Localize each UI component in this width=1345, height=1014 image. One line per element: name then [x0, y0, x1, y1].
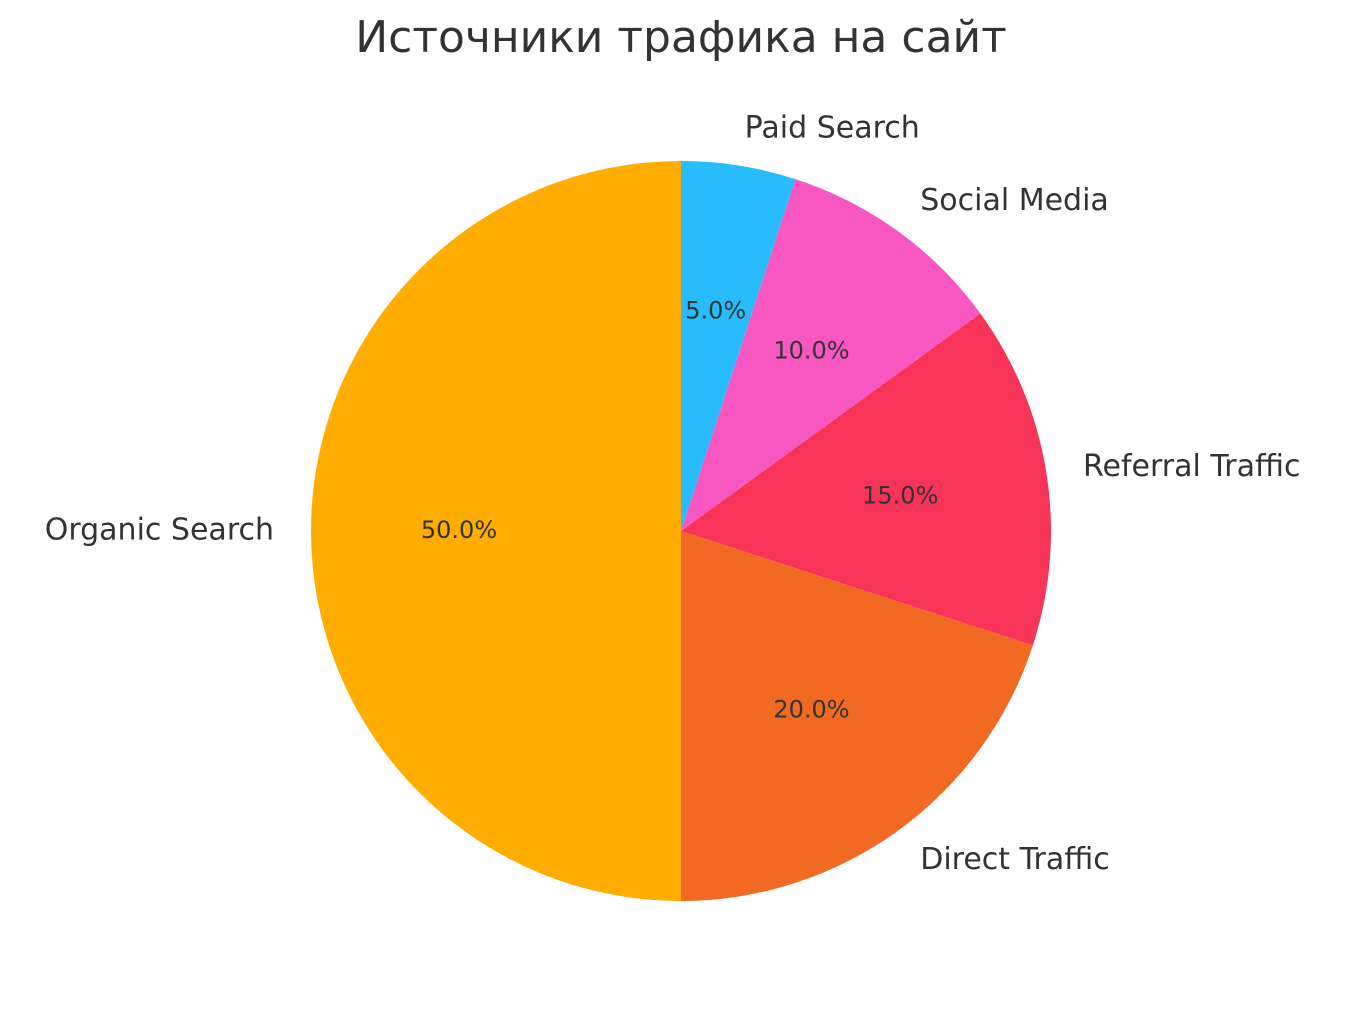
- value-label: 50.0%: [421, 516, 497, 544]
- chart-title: Источники трафика на сайт: [355, 12, 1007, 63]
- value-label: 15.0%: [862, 481, 938, 509]
- pie-slice: [681, 531, 1033, 901]
- pie-slice: [681, 313, 1051, 646]
- slice-label: Paid Search: [745, 111, 920, 146]
- slice-label: Social Media: [920, 183, 1109, 218]
- value-label: 5.0%: [685, 297, 746, 325]
- slice-label: Referral Traffic: [1083, 449, 1301, 484]
- slice-label: Direct Traffic: [920, 842, 1109, 877]
- pie-slice: [681, 179, 981, 532]
- slice-label: Organic Search: [45, 513, 274, 548]
- pie-slice: [311, 161, 681, 901]
- value-label: 10.0%: [773, 336, 849, 364]
- pie-slice: [681, 161, 796, 531]
- value-label: 20.0%: [773, 696, 849, 724]
